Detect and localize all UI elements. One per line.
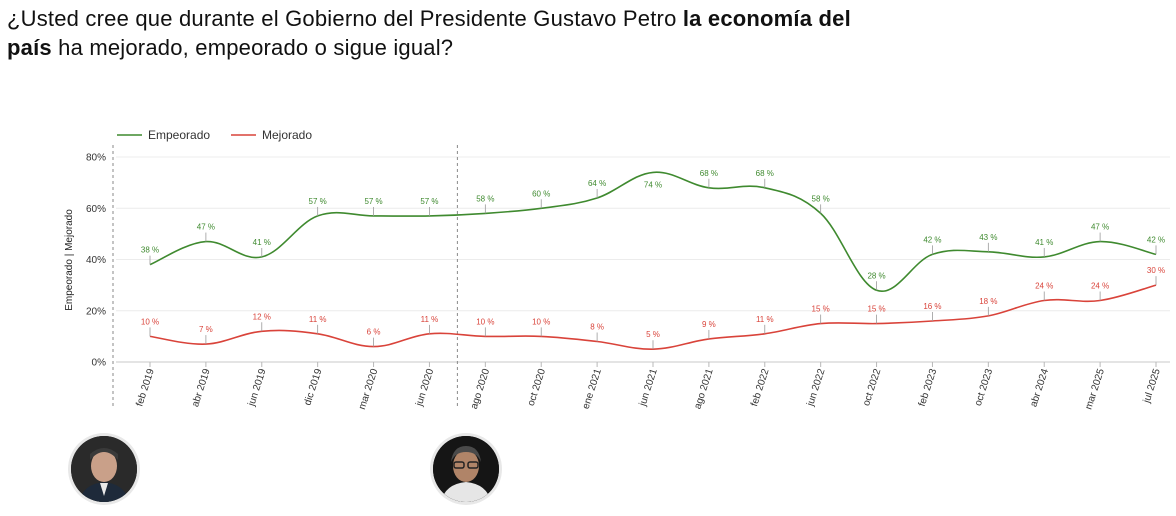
data-label-mejorado: 9 % [702,320,716,329]
president-left-avatar [71,436,137,502]
x-tick-label: dic 2019 [302,367,324,407]
person-right-icon [433,436,499,502]
data-label-mejorado: 24 % [1035,282,1053,291]
data-label-mejorado: 10 % [141,317,159,326]
data-label-empeorado: 47 % [197,223,215,232]
data-label-empeorado: 38 % [141,246,159,255]
data-label-empeorado: 57 % [309,197,327,206]
data-label-empeorado: 60 % [532,189,550,198]
data-label-mejorado: 15 % [867,305,885,314]
x-tick-label: mar 2025 [1083,367,1107,411]
data-label-mejorado: 11 % [756,315,774,324]
x-tick-label: feb 2019 [134,367,157,408]
x-tick-label: jun 2022 [805,367,828,408]
data-label-empeorado: 47 % [1091,223,1109,232]
data-label-empeorado: 42 % [923,235,941,244]
series-line-mejorado [149,284,1157,351]
data-label-mejorado: 6 % [367,328,381,337]
title-bold2: país [7,35,52,60]
title-part1: ¿Usted cree que durante el Gobierno del … [7,6,683,31]
data-label-empeorado: 42 % [1147,235,1165,244]
x-tick-label: oct 2022 [861,367,883,407]
data-label-empeorado: 43 % [979,233,997,242]
legend-label-empeorado: Empeorado [148,128,210,142]
data-label-empeorado: 74 % [644,180,662,189]
data-label-empeorado: 68 % [700,169,718,178]
data-label-mejorado: 7 % [199,325,213,334]
data-label-empeorado: 58 % [476,194,494,203]
y-tick-label: 20% [86,306,106,317]
data-label-mejorado: 18 % [979,297,997,306]
x-tick-label: oct 2020 [526,367,548,407]
y-tick-label: 0% [92,358,107,369]
chart-title: ¿Usted cree que durante el Gobierno del … [7,4,1107,62]
y-axis-label: Empeorado | Mejorado [64,209,75,311]
legend-label-mejorado: Mejorado [262,128,312,142]
data-label-empeorado: 41 % [253,238,271,247]
data-label-mejorado: 11 % [309,315,327,324]
data-label-mejorado: 10 % [532,317,550,326]
x-tick-label: abr 2019 [190,367,213,408]
x-tick-label: jun 2019 [246,367,269,408]
x-tick-label: feb 2022 [749,367,772,408]
data-label-mejorado: 11 % [421,315,439,324]
data-label-empeorado: 57 % [420,197,438,206]
data-label-mejorado: 12 % [253,312,271,321]
x-tick-label: mar 2020 [357,367,381,411]
data-label-empeorado: 41 % [1035,238,1053,247]
x-tick-label: feb 2023 [917,367,940,408]
data-label-mejorado: 15 % [812,305,830,314]
president-right-avatar [433,436,499,502]
data-label-mejorado: 10 % [476,317,494,326]
x-tick-label: ene 2021 [581,367,604,410]
data-label-empeorado: 57 % [364,197,382,206]
y-tick-label: 80% [86,153,106,164]
data-label-mejorado: 16 % [923,302,941,311]
data-label-empeorado: 68 % [756,169,774,178]
y-tick-label: 60% [86,204,106,215]
series-line-empeorado [149,171,1157,293]
data-label-mejorado: 30 % [1147,266,1165,275]
data-label-empeorado: 58 % [812,194,830,203]
x-tick-label: jun 2020 [414,367,437,408]
x-tick-label: ago 2020 [469,367,492,410]
data-label-empeorado: 28 % [867,271,885,280]
data-label-mejorado: 5 % [646,330,660,339]
data-label-empeorado: 64 % [588,179,606,188]
x-tick-label: ago 2021 [692,367,715,410]
data-label-mejorado: 24 % [1091,282,1109,291]
title-part2: ha mejorado, empeorado o sigue igual? [51,35,454,60]
person-left-icon [71,436,137,502]
x-tick-label: jun 2021 [637,367,660,408]
title-bold1: la economía del [682,6,851,31]
data-label-mejorado: 8 % [590,323,604,332]
x-tick-label: abr 2024 [1028,367,1051,408]
y-tick-label: 40% [86,255,106,266]
x-tick-label: oct 2023 [973,367,995,407]
x-tick-label: jul 2025 [1141,367,1163,405]
